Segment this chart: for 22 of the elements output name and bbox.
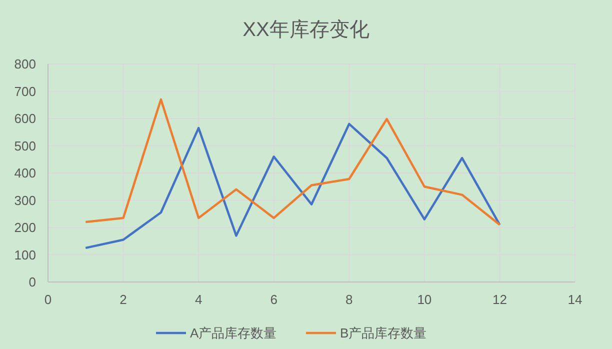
x-tick-label: 6 <box>270 292 278 307</box>
y-tick-label: 400 <box>14 166 36 181</box>
y-tick-label: 800 <box>14 56 36 72</box>
x-tick-label: 12 <box>492 292 507 307</box>
x-tick-label: 0 <box>44 292 52 307</box>
legend-label: B产品库存数量 <box>340 326 427 341</box>
chart-title: XX年库存变化 <box>242 19 370 41</box>
line-series <box>84 98 501 226</box>
x-tick-label: 4 <box>194 292 202 307</box>
line-series <box>84 122 501 250</box>
y-tick-label: 100 <box>14 247 36 262</box>
y-tick-label: 500 <box>14 138 36 154</box>
x-tick-label: 8 <box>346 292 353 307</box>
y-tick-label: 600 <box>14 111 36 126</box>
y-tick-label: 0 <box>28 274 36 290</box>
legend-label: A产品库存数量 <box>190 326 277 341</box>
y-tick-label: 300 <box>14 192 36 208</box>
x-tick-label: 10 <box>417 292 432 307</box>
y-tick-label: 700 <box>14 84 36 99</box>
x-tick-label: 14 <box>568 292 582 307</box>
x-tick-label: 2 <box>120 292 127 307</box>
y-tick-label: 200 <box>14 220 36 236</box>
